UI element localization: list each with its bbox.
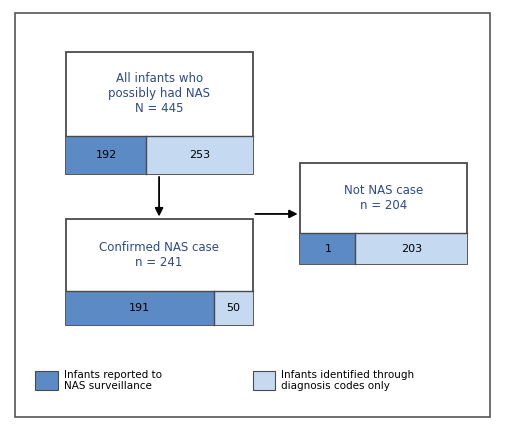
Bar	[66, 52, 252, 174]
Text: Confirmed NAS case
n = 241: Confirmed NAS case n = 241	[99, 241, 219, 269]
Text: Infants identified through
diagnosis codes only: Infants identified through diagnosis cod…	[281, 370, 415, 391]
Bar	[300, 233, 356, 264]
Text: All infants who
possibly had NAS
N = 445: All infants who possibly had NAS N = 445	[108, 72, 210, 115]
Bar	[252, 371, 275, 390]
Text: 253: 253	[189, 150, 210, 160]
Text: Not NAS case
n = 204: Not NAS case n = 204	[344, 184, 423, 212]
Text: 203: 203	[401, 243, 422, 254]
Bar	[214, 292, 252, 325]
Text: 191: 191	[129, 303, 150, 313]
Text: 192: 192	[95, 150, 117, 160]
Bar	[66, 292, 214, 325]
Bar	[66, 135, 146, 174]
Text: 1: 1	[325, 243, 331, 254]
Bar	[300, 163, 467, 264]
Bar	[356, 233, 467, 264]
Bar	[66, 219, 252, 325]
Bar	[35, 371, 58, 390]
Bar	[146, 135, 252, 174]
Text: Infants reported to
NAS surveillance: Infants reported to NAS surveillance	[64, 370, 162, 391]
Text: 50: 50	[226, 303, 240, 313]
